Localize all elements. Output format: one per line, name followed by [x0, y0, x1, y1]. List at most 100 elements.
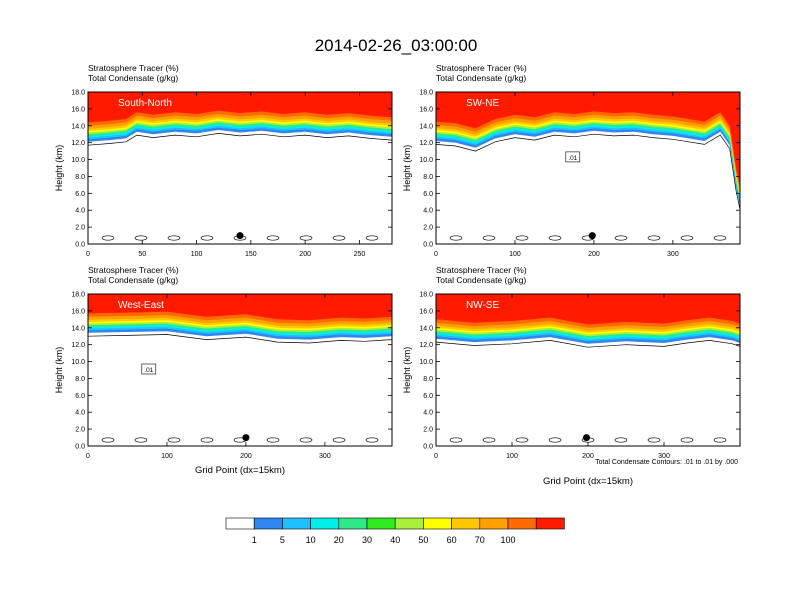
- colorbar-swatch: [394, 517, 424, 530]
- y-tick-label: 6.0: [75, 393, 85, 400]
- colorbar-swatch: [423, 517, 452, 530]
- contour-label: .01: [144, 367, 153, 374]
- y-tick-label: 12.0: [71, 342, 85, 349]
- plot-frame: [435, 91, 741, 245]
- colorbar-label: 50: [418, 535, 428, 545]
- condensate-contour: [167, 235, 181, 241]
- condensate-contour: [200, 437, 214, 443]
- y-tick-label: 0.0: [423, 444, 433, 451]
- tracer-band: [88, 294, 392, 321]
- y-tick-label: 8.0: [423, 174, 433, 181]
- tracer-field: [88, 92, 392, 241]
- x-tick-label: 100: [509, 251, 521, 258]
- y-tick-label: 2.0: [75, 427, 85, 434]
- tracer-band: [88, 92, 392, 123]
- tracer-field: [436, 92, 740, 241]
- x-axis-label: Grid Point (dx=15km): [543, 476, 633, 487]
- region-label: West-East: [118, 300, 164, 311]
- y-tick-label: 6.0: [75, 191, 85, 198]
- region-label: South-North: [118, 98, 172, 109]
- condensate-contour: [101, 235, 115, 241]
- y-tick-label: 14.0: [419, 123, 433, 130]
- panel-nw-se: Stratosphere Tracer (%)Total Condensate …: [402, 265, 741, 487]
- figure-title: 2014-02-26_03:00:00: [315, 36, 478, 55]
- y-tick-label: 0.0: [423, 242, 433, 249]
- condensate-contour: [299, 437, 313, 443]
- colorbar-swatch: [507, 517, 537, 530]
- condensate-contour: [436, 340, 740, 348]
- y-tick-label: 18.0: [71, 90, 85, 97]
- y-tick-label: 2.0: [423, 225, 433, 232]
- y-tick-label: 14.0: [71, 325, 85, 332]
- y-tick-label: 14.0: [71, 123, 85, 130]
- condensate-contour: [680, 437, 694, 443]
- condensate-contour: [167, 437, 181, 443]
- y-tick-label: 4.0: [75, 208, 85, 215]
- x-tick-label: 300: [319, 453, 331, 460]
- condensate-contour: [365, 235, 379, 241]
- station-marker: [236, 232, 244, 240]
- condensate-contour: [713, 235, 727, 241]
- y-tick-label: 8.0: [75, 174, 85, 181]
- condensate-contour: [134, 235, 148, 241]
- y-tick-label: 0.0: [75, 444, 85, 451]
- plot-frame: [87, 91, 393, 245]
- colorbar-label: 5: [280, 535, 285, 545]
- contour-note: Total Condensate Contours: .01 to .01 by…: [595, 459, 738, 466]
- colorbar-swatch: [338, 517, 368, 530]
- condensate-contour: [436, 133, 740, 210]
- condensate-contour: [332, 437, 346, 443]
- condensate-contour: [548, 437, 562, 443]
- tracer-band: [436, 92, 740, 187]
- y-tick-label: 16.0: [419, 106, 433, 113]
- colorbar-label: 30: [362, 535, 372, 545]
- colorbar-label: 20: [334, 535, 344, 545]
- x-tick-label: 50: [138, 251, 146, 258]
- tracer-band: [436, 294, 740, 325]
- station-marker: [242, 434, 250, 442]
- x-tick-label: 100: [161, 453, 173, 460]
- condensate-contour: [449, 437, 463, 443]
- tracer-field: [88, 294, 392, 443]
- y-tick-label: 18.0: [419, 292, 433, 299]
- x-tick-label: 0: [434, 453, 438, 460]
- y-tick-label: 8.0: [423, 376, 433, 383]
- colorbar-label: 40: [390, 535, 400, 545]
- contour-label-box: [565, 151, 581, 163]
- condensate-contour: [482, 235, 496, 241]
- condensate-contour: [200, 235, 214, 241]
- colorbar-label: 10: [306, 535, 316, 545]
- y-tick-label: 10.0: [71, 359, 85, 366]
- header-tracer: Stratosphere Tracer (%): [436, 63, 527, 73]
- condensate-contour: [482, 437, 496, 443]
- condensate-contour: [680, 235, 694, 241]
- y-axis-label: Height (km): [402, 145, 412, 192]
- colorbar-swatch: [310, 517, 340, 530]
- x-tick-label: 150: [245, 251, 257, 258]
- x-tick-label: 0: [434, 251, 438, 258]
- y-tick-label: 6.0: [423, 393, 433, 400]
- tracer-field: [436, 294, 740, 443]
- condensate-contour: [365, 437, 379, 443]
- condensate-contour: [332, 235, 346, 241]
- y-tick-label: 14.0: [419, 325, 433, 332]
- condensate-contour: [548, 235, 562, 241]
- x-tick-label: 100: [506, 453, 518, 460]
- plot-frame: [87, 293, 393, 447]
- y-tick-label: 12.0: [419, 140, 433, 147]
- header-tracer: Stratosphere Tracer (%): [88, 265, 179, 275]
- y-tick-label: 18.0: [419, 90, 433, 97]
- condensate-contour: [266, 235, 280, 241]
- y-tick-label: 16.0: [71, 308, 85, 315]
- panel-west-east: Stratosphere Tracer (%)Total Condensate …: [54, 265, 393, 476]
- header-condensate: Total Condensate (g/kg): [88, 73, 178, 83]
- y-tick-label: 4.0: [423, 208, 433, 215]
- x-tick-label: 250: [354, 251, 366, 258]
- panel-south-north: Stratosphere Tracer (%)Total Condensate …: [54, 63, 393, 258]
- colorbar-swatch: [282, 517, 311, 530]
- condensate-contour: [614, 437, 628, 443]
- y-tick-label: 2.0: [423, 427, 433, 434]
- condensate-contour: [134, 437, 148, 443]
- y-tick-label: 4.0: [75, 410, 85, 417]
- condensate-contour: [515, 437, 529, 443]
